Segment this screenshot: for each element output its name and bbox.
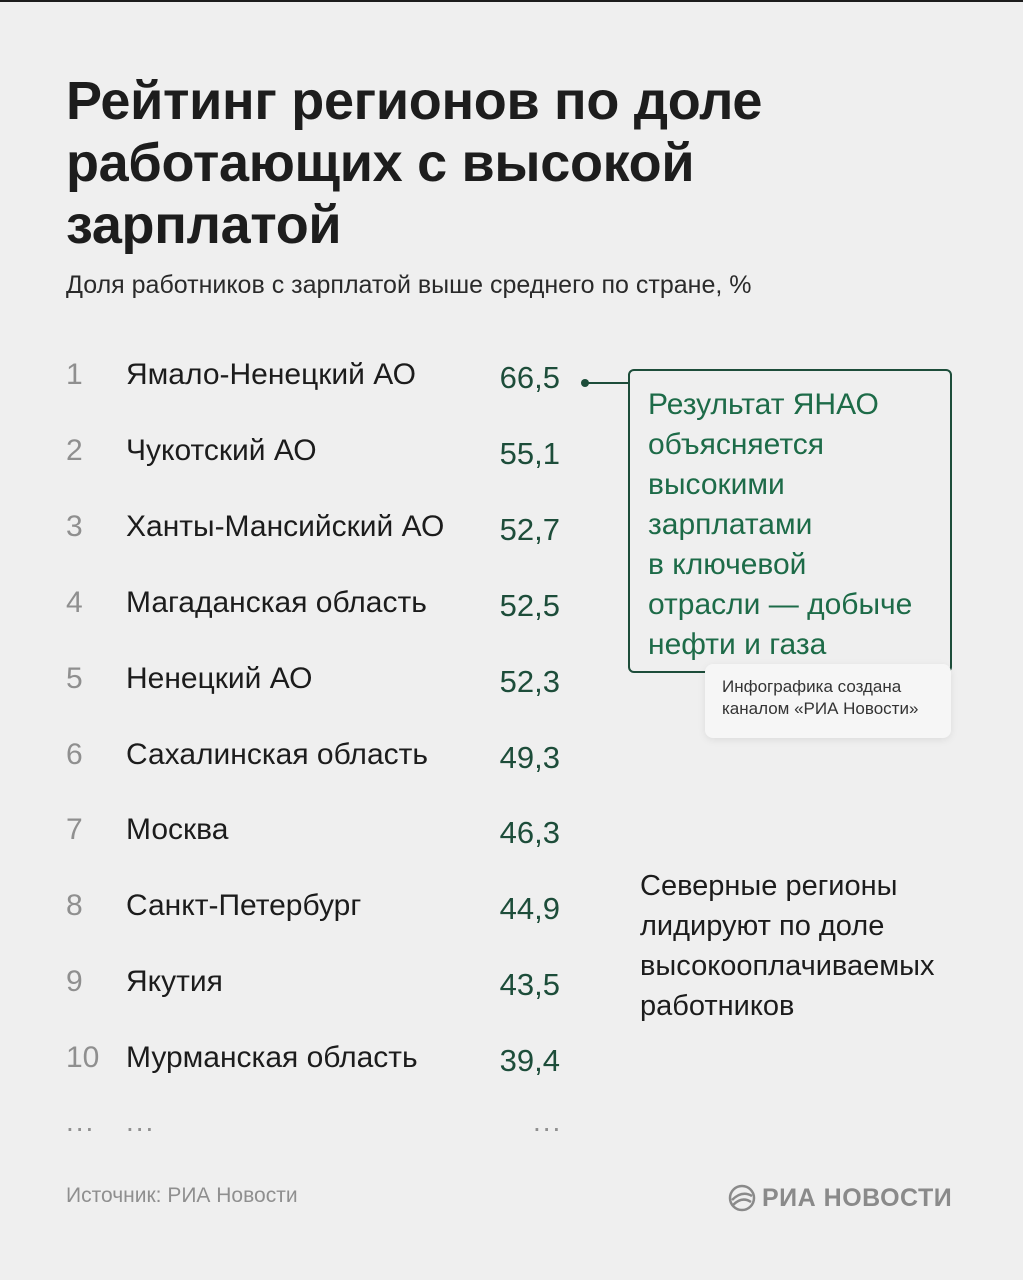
- rank-number: 6: [66, 737, 83, 771]
- rank-number: 4: [66, 585, 83, 619]
- brand: РИА НОВОСТИ: [728, 1180, 952, 1216]
- rank-number: 9: [66, 965, 83, 999]
- region-value: 46,3: [499, 815, 560, 851]
- source-note: Источник: РИА Новости: [66, 1184, 298, 1207]
- region-name: Санкт-Петербург: [126, 889, 362, 923]
- table-row: 4 Магаданская область 52,5: [0, 580, 600, 630]
- table-row: 3 Ханты-Мансийский АО 52,7: [0, 504, 600, 554]
- region-value: 49,3: [499, 739, 560, 775]
- table-row: 6 Сахалинская область 49,3: [0, 732, 600, 782]
- region-name: Сахалинская область: [126, 737, 428, 771]
- region-name: Магаданская область: [126, 585, 427, 619]
- top-rule: [0, 0, 1023, 2]
- callout-line: нефти и газа: [648, 628, 827, 661]
- rank-number: 3: [66, 509, 83, 543]
- ranking-table: 1 Ямало-Ненецкий АО 66,5 2 Чукотский АО 55,1 3…: [0, 352, 600, 1085]
- side-note: Северные регионы лидируют по доле высоко…: [640, 866, 980, 1026]
- note-line: работников: [640, 990, 795, 1022]
- callout-line: объясняется: [648, 428, 825, 461]
- credit-card: Инфографика создана каналом «РИА Новости…: [705, 664, 951, 738]
- region-name: Чукотский АО: [126, 433, 317, 467]
- note-line: высокооплачиваемых: [640, 950, 935, 982]
- region-name: Москва: [126, 813, 229, 847]
- ellipsis-region: ...: [126, 1106, 156, 1137]
- region-value: 43,5: [499, 967, 560, 1003]
- callout-leader-dot: [581, 379, 589, 387]
- table-row: 10 Мурманская область 39,4: [0, 1035, 600, 1085]
- page-title: Рейтинг регионов по доле работающих с вы…: [66, 71, 763, 255]
- rank-number: 2: [66, 433, 83, 467]
- region-value: 66,5: [499, 360, 560, 395]
- note-line: лидируют по доле: [640, 910, 885, 942]
- callout-line: отрасли — добыче: [648, 588, 913, 621]
- callout-line: Результат ЯНАО: [648, 388, 879, 421]
- region-name: Якутия: [126, 965, 223, 999]
- ellipsis-rank: ...: [66, 1106, 96, 1137]
- brand-name: РИА НОВОСТИ: [762, 1183, 953, 1212]
- table-row: 8 Санкт-Петербург 44,9: [0, 883, 600, 933]
- rank-number: 7: [66, 813, 83, 847]
- rank-number: 5: [66, 661, 83, 695]
- region-value: 55,1: [499, 435, 560, 471]
- rank-number: 8: [66, 889, 83, 923]
- region-name: Мурманская область: [126, 1041, 418, 1075]
- table-row: 9 Якутия 43,5: [0, 959, 600, 1009]
- table-row: 5 Ненецкий АО 52,3: [0, 656, 600, 706]
- callout-leader-line: [588, 382, 630, 384]
- table-row: 1 Ямало-Ненецкий АО 66,5: [0, 352, 600, 402]
- region-value: 52,3: [499, 663, 560, 699]
- region-name: Ямало-Ненецкий АО: [126, 358, 416, 391]
- ria-novosti-logo-icon: [728, 1184, 756, 1212]
- table-row: 2 Чукотский АО 55,1: [0, 428, 600, 478]
- callout-line: высокими: [648, 468, 785, 501]
- region-value: 52,5: [499, 587, 560, 623]
- credit-line: каналом «РИА Новости»: [722, 699, 919, 718]
- callout-line: зарплатами: [648, 508, 813, 541]
- callout-text: Результат ЯНАО объясняется высокими зарп…: [648, 385, 932, 665]
- region-name: Ненецкий АО: [126, 661, 313, 695]
- callout-box: Результат ЯНАО объясняется высокими зарп…: [628, 369, 952, 673]
- callout-line: в ключевой: [648, 548, 807, 581]
- rank-number: 10: [66, 1041, 100, 1075]
- table-row: 7 Москва 46,3: [0, 807, 600, 857]
- rank-number: 1: [66, 358, 83, 391]
- region-value: 39,4: [499, 1043, 560, 1079]
- region-value: 44,9: [499, 891, 560, 927]
- region-name: Ханты-Мансийский АО: [126, 509, 445, 543]
- credit-line: Инфографика создана: [722, 677, 902, 696]
- page-subtitle: Доля работников с зарплатой выше среднег…: [66, 271, 752, 299]
- region-value: 52,7: [499, 511, 560, 547]
- note-line: Северные регионы: [640, 870, 898, 902]
- ellipsis-value: ...: [533, 1106, 563, 1137]
